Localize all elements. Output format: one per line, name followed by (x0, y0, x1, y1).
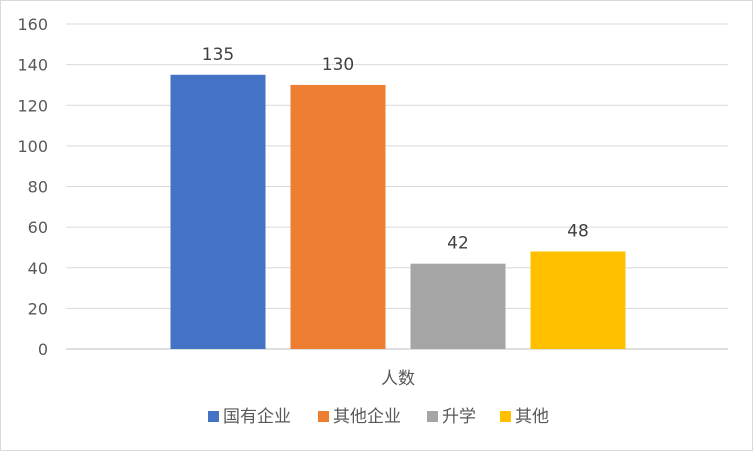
bar (170, 74, 266, 349)
legend-swatch (427, 411, 438, 422)
data-label: 48 (567, 222, 589, 242)
y-tick-label: 0 (38, 340, 48, 359)
y-tick-label: 80 (28, 178, 48, 197)
legend-label: 其他企业 (333, 407, 401, 427)
legend-label: 其他 (515, 407, 549, 427)
legend-swatch (500, 411, 511, 422)
y-tick-label: 140 (17, 56, 48, 75)
legend-swatch (318, 411, 329, 422)
y-tick-label: 60 (28, 218, 48, 237)
bars (170, 74, 626, 349)
y-tick-label: 20 (28, 299, 48, 318)
y-axis: 0 20 40 60 80 100 120 140 160 (17, 15, 48, 359)
legend-label: 国有企业 (223, 407, 291, 427)
data-label: 130 (322, 55, 354, 75)
legend-label: 升学 (442, 407, 476, 427)
data-labels: 135 130 42 48 (202, 45, 589, 254)
x-category-label: 人数 (381, 369, 415, 389)
data-label: 135 (202, 45, 234, 65)
legend-swatch (208, 411, 219, 422)
gridlines (66, 23, 728, 350)
y-tick-label: 160 (17, 15, 48, 34)
bar (530, 251, 626, 349)
bar (290, 84, 386, 349)
y-tick-label: 120 (17, 96, 48, 115)
data-label: 42 (447, 234, 469, 254)
x-axis: 人数 (381, 369, 415, 389)
y-tick-label: 40 (28, 259, 48, 278)
bar (410, 263, 506, 349)
legend: 国有企业 其他企业 升学 其他 (208, 407, 549, 427)
y-tick-label: 100 (17, 137, 48, 156)
